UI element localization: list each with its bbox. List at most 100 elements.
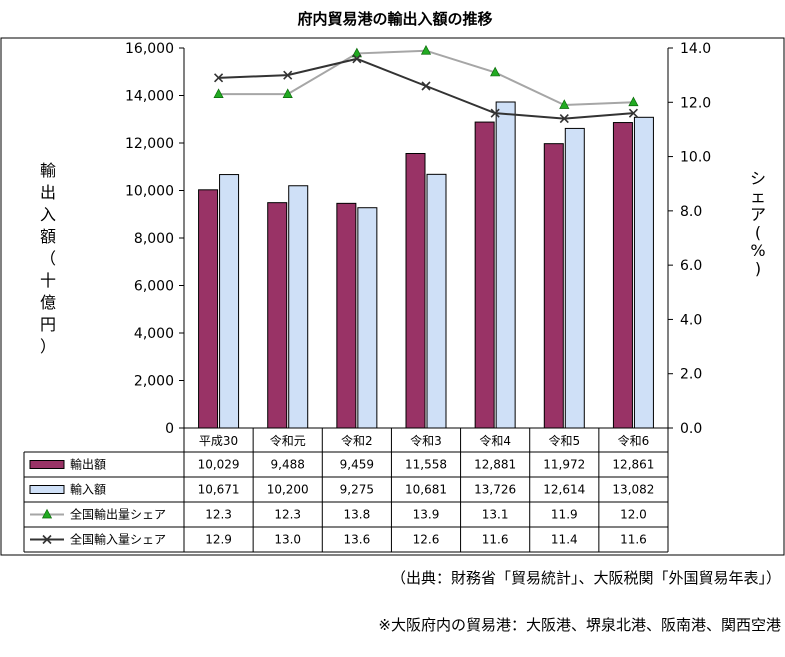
table-cell-value: 10,681 (405, 483, 447, 497)
table-cell-value: 11.6 (620, 533, 647, 547)
y2-axis-label-char: シ (750, 169, 766, 188)
y-tick-label: 0 (165, 421, 174, 437)
y2-axis-label-char: ェ (750, 187, 766, 206)
table-cell-value: 12.3 (274, 508, 301, 522)
y-tick-label: 14,000 (125, 89, 174, 105)
x-tick-label: 令和2 (341, 433, 373, 448)
y-tick-label: 16,000 (125, 41, 174, 57)
y-tick-label: 6,000 (134, 279, 174, 295)
table-cell-value: 11,972 (543, 458, 585, 472)
table-cell-value: 11.6 (482, 533, 509, 547)
y-axis-label-char: （ (40, 249, 56, 268)
line-import-share (218, 57, 634, 120)
y2-tick-label: 12.0 (680, 95, 711, 111)
bar-import (564, 127, 585, 429)
legend-marker (41, 508, 53, 519)
table-cell-value: 12.9 (205, 533, 232, 547)
y2-axis-label-char: ) (755, 259, 761, 278)
table-cell-value: 11.4 (551, 533, 578, 547)
chart-frame (0, 37, 785, 556)
bar-import (426, 173, 447, 429)
marker-x (421, 81, 431, 91)
table-cell-value: 13.1 (482, 508, 509, 522)
bar-import (495, 101, 516, 429)
y-axis-label-char: 輸 (40, 161, 56, 180)
y-axis-label-char: ） (40, 337, 56, 356)
legend-swatch (29, 460, 65, 469)
y2-axis-label-char: % (750, 241, 765, 260)
y2-tick-label: 8.0 (680, 204, 702, 220)
share-lines (213, 44, 639, 124)
marker-triangle (213, 88, 224, 98)
legend-label: 輸入額 (70, 482, 106, 497)
y-axis-ticks: 0 2,000 4,000 6,000 8,000 10,000 12,000 14,000 1… (125, 41, 184, 437)
y2-axis-label: シェア(%) (750, 169, 766, 278)
y2-tick-label: 2.0 (680, 367, 702, 383)
source-note: （出典：財務省「貿易統計」、大阪税関「外国貿易年表」） (391, 569, 781, 587)
marker-x (352, 54, 362, 64)
legend-label: 全国輸出量シェア (70, 507, 166, 522)
table-cell-value: 9,275 (340, 483, 374, 497)
table-cell-value: 13.0 (274, 533, 301, 547)
table-cell-value: 9,459 (340, 458, 374, 472)
chart-title: 府内貿易港の輸出入額の推移 (297, 10, 492, 28)
marker-triangle (490, 66, 501, 77)
bar-import (357, 207, 378, 429)
line-export-share (218, 49, 634, 107)
bar-export (267, 202, 288, 429)
table-cell-value: 9,488 (271, 458, 305, 472)
x-tick-label: 令和6 (618, 433, 650, 448)
legend-label: 全国輸入量シェア (70, 532, 166, 547)
marker-x (283, 70, 293, 80)
x-tick-label: 令和3 (410, 433, 442, 448)
marker-x (490, 108, 500, 118)
y-axis-label-char: 円 (40, 315, 56, 334)
table-cell-value: 13.8 (343, 508, 370, 522)
table-cell-value: 12,614 (543, 483, 585, 497)
y-tick-label: 8,000 (134, 231, 174, 247)
marker-triangle (282, 88, 293, 98)
y-axis-label-char: 出 (40, 183, 56, 202)
x-tick-label: 令和4 (479, 433, 511, 448)
x-tick-label: 平成30 (199, 434, 238, 448)
marker-triangle (628, 96, 639, 107)
marker-triangle (351, 47, 362, 58)
y2-tick-label: 0.0 (680, 421, 702, 437)
y2-axis-ticks: 0.0 2.0 4.0 6.0 8.0 10.0 12.0 14.0 (668, 41, 711, 437)
table-cell-value: 10,671 (198, 483, 240, 497)
marker-x (628, 108, 638, 118)
y2-tick-label: 4.0 (680, 312, 702, 328)
marker-x (214, 73, 224, 83)
y-axis-label: 輸出入額 （ 十億円 ） (40, 161, 56, 356)
table-cell-value: 12,861 (612, 458, 654, 472)
y-tick-label: 2,000 (134, 374, 174, 390)
table-cell-value: 12.6 (413, 533, 440, 547)
table-cell-value: 13,082 (612, 483, 654, 497)
y2-axis-label-char: ( (755, 223, 761, 242)
y-axis-label-char: 十 (40, 271, 56, 290)
y-axis-label-char: 額 (40, 227, 56, 246)
table-cell-value: 12,881 (474, 458, 516, 472)
ports-note: ※大阪府内の貿易港：大阪港、堺泉北港、阪南港、関西空港 (378, 616, 781, 634)
table-cell-value: 13.9 (413, 508, 440, 522)
x-tick-label: 令和5 (548, 433, 580, 448)
bar-export (543, 143, 564, 429)
bar-export (336, 202, 357, 429)
table-cell-value: 11.9 (551, 508, 578, 522)
marker-triangle (420, 44, 432, 55)
data-table: 平成30 令和元 令和2 令和3 令和4 令和5 令和6 輸出額 10,029 9,488 9,45… (23, 428, 669, 553)
bar-export (198, 189, 219, 429)
y2-tick-label: 6.0 (680, 258, 702, 274)
table-cell-value: 12.0 (620, 508, 647, 522)
y-tick-label: 12,000 (125, 136, 174, 152)
bar-import (633, 116, 654, 429)
y-tick-label: 10,000 (125, 184, 174, 200)
y-axis-label-char: 入 (40, 205, 56, 224)
table-cell-value: 10,029 (198, 458, 240, 472)
legend-label: 輸出額 (70, 457, 106, 472)
bar-export (474, 121, 495, 429)
bar-import (219, 174, 240, 429)
x-tick-label: 令和元 (270, 433, 306, 448)
table-cell-value: 13,726 (474, 483, 516, 497)
